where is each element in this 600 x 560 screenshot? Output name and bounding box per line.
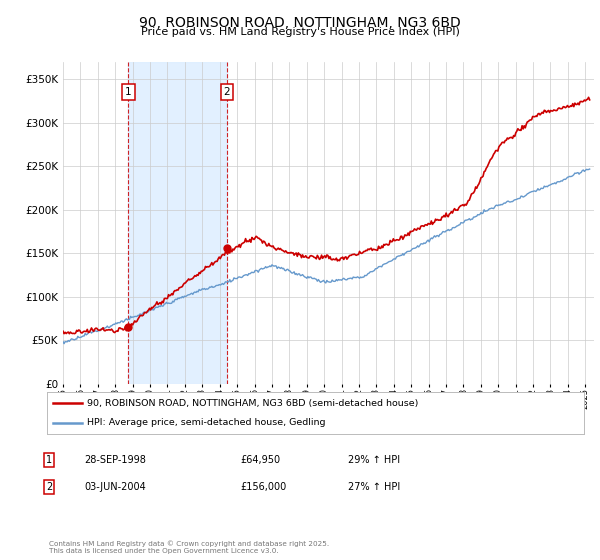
Text: £156,000: £156,000 — [240, 482, 286, 492]
Text: 27% ↑ HPI: 27% ↑ HPI — [348, 482, 400, 492]
Text: 1: 1 — [125, 87, 131, 97]
Text: Price paid vs. HM Land Registry's House Price Index (HPI): Price paid vs. HM Land Registry's House … — [140, 27, 460, 37]
Text: 29% ↑ HPI: 29% ↑ HPI — [348, 455, 400, 465]
Text: 90, ROBINSON ROAD, NOTTINGHAM, NG3 6BD (semi-detached house): 90, ROBINSON ROAD, NOTTINGHAM, NG3 6BD (… — [87, 399, 418, 408]
Text: 1: 1 — [46, 455, 52, 465]
Text: HPI: Average price, semi-detached house, Gedling: HPI: Average price, semi-detached house,… — [87, 418, 326, 427]
Text: 2: 2 — [46, 482, 52, 492]
Text: 90, ROBINSON ROAD, NOTTINGHAM, NG3 6BD: 90, ROBINSON ROAD, NOTTINGHAM, NG3 6BD — [139, 16, 461, 30]
Text: 28-SEP-1998: 28-SEP-1998 — [84, 455, 146, 465]
Text: Contains HM Land Registry data © Crown copyright and database right 2025.
This d: Contains HM Land Registry data © Crown c… — [49, 541, 329, 554]
Bar — [128, 62, 227, 384]
Text: 03-JUN-2004: 03-JUN-2004 — [84, 482, 146, 492]
Text: £64,950: £64,950 — [240, 455, 280, 465]
Text: 2: 2 — [224, 87, 230, 97]
